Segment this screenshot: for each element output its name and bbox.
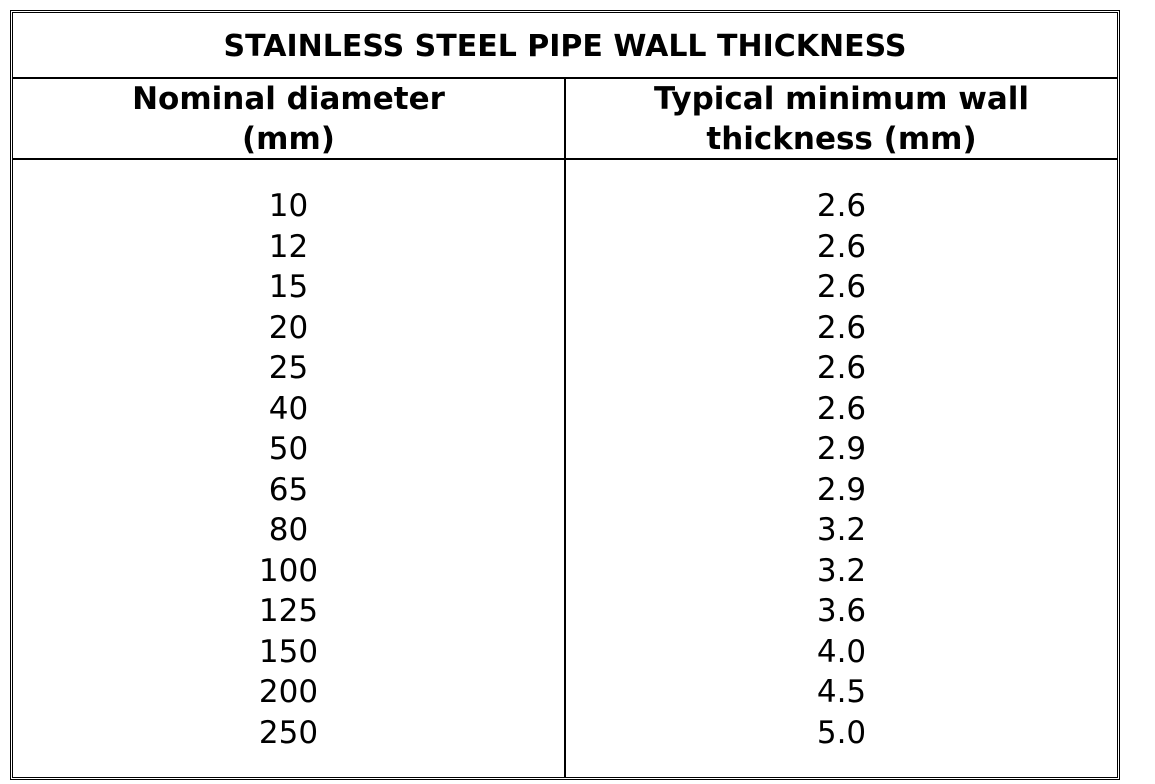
column-header: (mm)	[242, 121, 335, 157]
table-cell: 50	[268, 431, 309, 467]
table-cell: 2.9	[816, 431, 867, 467]
table-cell: 4.5	[816, 674, 867, 710]
table-cell: 12	[268, 228, 309, 265]
table-title: STAINLESS STEEL PIPE WALL THICKNESS	[13, 13, 1117, 79]
table-cell: 2.6	[816, 390, 867, 427]
column-header: Nominal diameter	[132, 81, 445, 117]
table-cell: 250	[258, 714, 319, 751]
table-cell: 10	[268, 188, 309, 224]
table-cell: 3.6	[816, 593, 867, 629]
table-cell: 4.0	[816, 633, 867, 670]
table-cell: 65	[268, 471, 309, 508]
column-divider	[564, 77, 566, 777]
table-cell: 200	[258, 674, 319, 710]
table-cell: 2.6	[816, 309, 867, 346]
column-header: Typical minimum wall	[653, 81, 1030, 117]
table-cell: 2.9	[816, 471, 867, 508]
table-cell: 5.0	[816, 714, 867, 751]
table-cell: 2.6	[816, 269, 867, 305]
table-cell: 3.2	[816, 512, 867, 548]
table-cell: 80	[268, 512, 309, 548]
table-cell: 3.2	[816, 552, 867, 589]
table: STAINLESS STEEL PIPE WALL THICKNESS Nomi…	[10, 10, 1120, 780]
table-cell: 125	[258, 593, 319, 629]
table-cell: 2.6	[816, 350, 867, 386]
table-cell: 150	[258, 633, 319, 670]
table-cell: 40	[268, 390, 309, 427]
header-divider	[13, 158, 1117, 160]
table-cell: 2.6	[816, 228, 867, 265]
table-cell: 2.6	[816, 188, 867, 224]
table-cell: 15	[268, 269, 309, 305]
table-cell: 25	[268, 350, 309, 386]
table-cell: 100	[258, 552, 319, 589]
table-cell: 20	[268, 309, 309, 346]
column-header: thickness (mm)	[706, 121, 977, 157]
